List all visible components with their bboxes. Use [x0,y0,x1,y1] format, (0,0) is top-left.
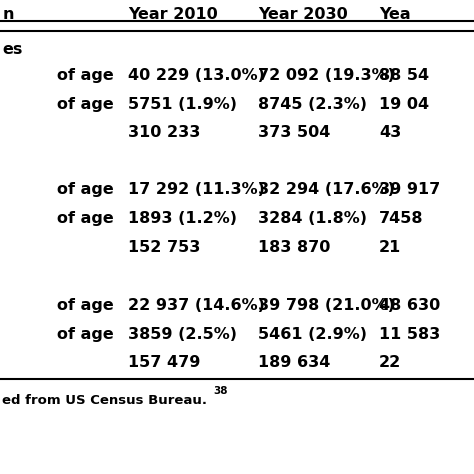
Text: 22 937 (14.6%): 22 937 (14.6%) [128,298,265,313]
Text: 22: 22 [379,355,401,370]
Text: Year 2010: Year 2010 [128,7,218,22]
Text: 72 092 (19.3%): 72 092 (19.3%) [258,68,395,83]
Text: of age: of age [57,68,114,83]
Text: 32 294 (17.6%): 32 294 (17.6%) [258,182,395,197]
Text: 48 630: 48 630 [379,298,440,313]
Text: 3284 (1.8%): 3284 (1.8%) [258,210,367,226]
Text: 373 504: 373 504 [258,125,331,140]
Text: of age: of age [57,210,114,226]
Text: Year 2030: Year 2030 [258,7,348,22]
Text: 39 798 (21.0%): 39 798 (21.0%) [258,298,395,313]
Text: of age: of age [57,182,114,197]
Text: 38: 38 [213,386,228,396]
Text: 3859 (2.5%): 3859 (2.5%) [128,327,237,342]
Text: 310 233: 310 233 [128,125,201,140]
Text: es: es [2,42,23,57]
Text: 43: 43 [379,125,401,140]
Text: 39 917: 39 917 [379,182,440,197]
Text: 40 229 (13.0%): 40 229 (13.0%) [128,68,265,83]
Text: 152 753: 152 753 [128,240,201,255]
Text: 5751 (1.9%): 5751 (1.9%) [128,97,237,112]
Text: 1893 (1.2%): 1893 (1.2%) [128,210,237,226]
Text: 17 292 (11.3%): 17 292 (11.3%) [128,182,265,197]
Text: of age: of age [57,327,114,342]
Text: ed from US Census Bureau.: ed from US Census Bureau. [2,394,207,407]
Text: 8745 (2.3%): 8745 (2.3%) [258,97,367,112]
Text: 21: 21 [379,240,401,255]
Text: 157 479: 157 479 [128,355,201,370]
Text: Yea: Yea [379,7,411,22]
Text: n: n [2,7,14,22]
Text: 5461 (2.9%): 5461 (2.9%) [258,327,367,342]
Text: 7458: 7458 [379,210,424,226]
Text: of age: of age [57,97,114,112]
Text: 183 870: 183 870 [258,240,331,255]
Text: 88 54: 88 54 [379,68,429,83]
Text: 189 634: 189 634 [258,355,331,370]
Text: 19 04: 19 04 [379,97,429,112]
Text: of age: of age [57,298,114,313]
Text: 11 583: 11 583 [379,327,440,342]
